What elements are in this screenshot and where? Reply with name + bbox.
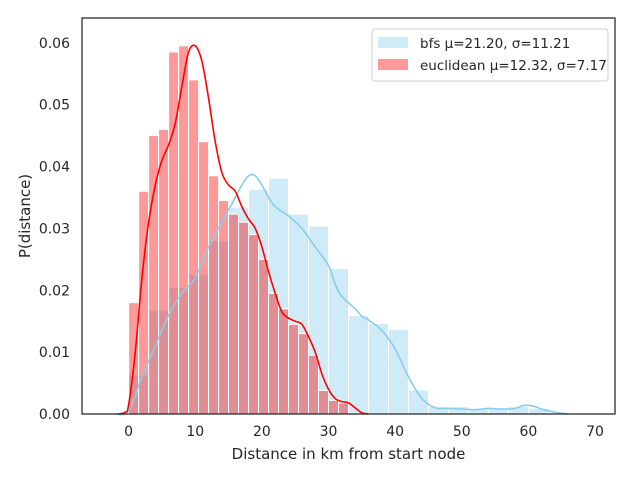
euclidean-bar	[198, 141, 210, 415]
x-tick-label: 70	[586, 424, 604, 440]
euclidean-bar	[328, 399, 340, 415]
bfs-bar	[447, 406, 469, 415]
kde-curves	[115, 44, 569, 416]
y-tick-label: 0.01	[39, 345, 70, 361]
legend-label-euclidean: euclidean μ=12.32, σ=7.17	[420, 58, 607, 74]
plot-frame	[81, 17, 616, 415]
x-tick-label: 40	[386, 424, 404, 440]
x-tick-label: 60	[519, 424, 537, 440]
x-tick-label: 10	[186, 424, 204, 440]
euclidean-kde-line	[118, 44, 369, 415]
euclidean-bar	[208, 175, 220, 415]
y-tick-label: 0.00	[39, 407, 70, 423]
bfs-bar	[367, 323, 389, 415]
x-tick-label: 0	[124, 424, 133, 440]
euclidean-bar	[248, 234, 260, 415]
euclidean-bar	[218, 200, 230, 415]
legend-box	[371, 28, 609, 82]
y-tick-label: 0.05	[39, 98, 70, 114]
y-tick-label: 0.06	[39, 36, 70, 52]
euclidean-bar	[308, 354, 320, 415]
euclidean-bar	[318, 389, 330, 415]
y-tick-label: 0.03	[39, 221, 70, 237]
legend-label-bfs: bfs μ=21.20, σ=11.21	[420, 36, 570, 52]
bfs-kde-line	[115, 173, 569, 416]
euclidean-bar	[238, 221, 250, 415]
euclidean-bar	[298, 333, 310, 415]
euclidean-bar	[268, 292, 280, 415]
euclidean-bars	[128, 45, 359, 415]
euclidean-bar	[188, 79, 200, 415]
y-axis-label: P(distance)	[16, 174, 34, 258]
x-axis-label: Distance in km from start node	[232, 445, 466, 463]
legend: bfs μ=21.20, σ=11.21 euclidean μ=12.32, …	[371, 28, 609, 82]
x-tick-label: 50	[453, 424, 471, 440]
x-ticks: 0 10 20 30 40 50 60 70	[124, 424, 604, 440]
y-ticks: 0.00 0.01 0.02 0.03 0.04 0.05 0.06	[39, 36, 70, 423]
euclidean-bar	[228, 213, 240, 415]
legend-swatch-bfs	[378, 37, 408, 48]
legend-swatch-euclidean	[378, 59, 408, 70]
x-tick-label: 30	[320, 424, 338, 440]
euclidean-bar	[258, 258, 270, 415]
y-tick-label: 0.02	[39, 283, 70, 299]
euclidean-bar	[278, 308, 290, 415]
bfs-bar	[348, 315, 369, 415]
y-tick-label: 0.04	[39, 160, 70, 176]
euclidean-bar	[288, 323, 300, 415]
x-tick-label: 20	[253, 424, 271, 440]
euclidean-bar	[158, 128, 170, 415]
euclidean-bar	[168, 51, 180, 415]
euclidean-bar	[338, 402, 350, 415]
